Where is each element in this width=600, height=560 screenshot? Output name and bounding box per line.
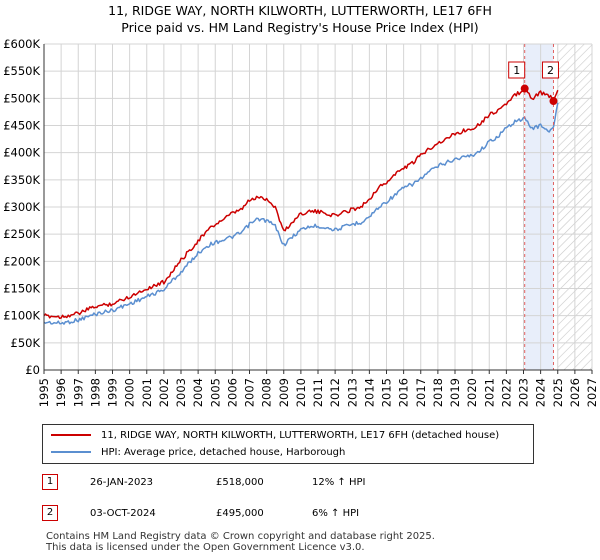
x-tick-label: 2011 — [311, 378, 325, 407]
x-tick-label: 2005 — [208, 378, 222, 407]
marker-badge-box-2 — [541, 61, 559, 79]
footer-line-2: This data is licensed under the Open Gov… — [46, 542, 365, 553]
y-tick-label: £150K — [3, 282, 40, 296]
y-tick-label: £450K — [3, 119, 40, 133]
y-tick-label: £550K — [3, 64, 40, 78]
y-tick-label: £100K — [3, 309, 40, 323]
x-tick-label: 2016 — [397, 378, 411, 407]
x-tick-label: 2024 — [534, 378, 548, 407]
marker-badge-label-1: 1 — [513, 64, 520, 77]
x-tick-label: 2012 — [328, 378, 342, 407]
y-tick-label: £250K — [3, 227, 40, 241]
x-tick-label: 2013 — [345, 378, 359, 407]
legend-label-property: 11, RIDGE WAY, NORTH KILWORTH, LUTTERWOR… — [101, 430, 500, 441]
transaction-date: 26-JAN-2023 — [90, 477, 154, 488]
transaction-price: £495,000 — [216, 508, 264, 519]
x-tick-label: 1999 — [106, 378, 120, 407]
y-tick-label: £0 — [25, 363, 40, 377]
x-tick-label: 1998 — [88, 378, 102, 407]
x-tick-label: 2022 — [499, 378, 513, 407]
x-tick-label: 2019 — [448, 378, 462, 407]
legend-label-hpi: HPI: Average price, detached house, Harb… — [101, 447, 346, 458]
transaction-badge: 2 — [42, 505, 58, 521]
x-tick-label: 1995 — [37, 378, 51, 407]
y-tick-label: £350K — [3, 173, 40, 187]
y-tick-label: £500K — [3, 91, 40, 105]
x-tick-label: 2009 — [277, 378, 291, 407]
x-tick-label: 2017 — [414, 378, 428, 407]
legend-item-hpi: HPI: Average price, detached house, Harb… — [51, 445, 345, 461]
sale-point-2 — [549, 97, 558, 106]
y-tick-label: £200K — [3, 254, 40, 268]
marker-badge-label-2: 2 — [547, 64, 554, 77]
x-tick-label: 2010 — [294, 378, 308, 407]
legend-item-property: 11, RIDGE WAY, NORTH KILWORTH, LUTTERWOR… — [51, 428, 499, 444]
x-tick-label: 1997 — [71, 378, 85, 407]
y-tick-label: £50K — [11, 336, 41, 350]
chart-title: 11, RIDGE WAY, NORTH KILWORTH, LUTTERWOR… — [0, 2, 600, 36]
x-tick-label: 2015 — [380, 378, 394, 407]
x-tick-label: 2021 — [482, 378, 496, 407]
sale-point-1 — [520, 84, 529, 93]
x-tick-label: 2007 — [243, 378, 257, 407]
title-line-1: 11, RIDGE WAY, NORTH KILWORTH, LUTTERWOR… — [108, 3, 492, 18]
x-tick-label: 2020 — [465, 378, 479, 407]
footer-attribution: Contains HM Land Registry data © Crown c… — [46, 531, 435, 553]
chart-legend: 11, RIDGE WAY, NORTH KILWORTH, LUTTERWOR… — [42, 424, 534, 464]
x-tick-label: 1996 — [54, 378, 68, 407]
transaction-hpi-diff: 6% ↑ HPI — [312, 508, 360, 519]
y-tick-label: £400K — [3, 146, 40, 160]
x-tick-label: 2008 — [260, 378, 274, 407]
x-tick-label: 2000 — [123, 378, 137, 407]
footer-line-1: Contains HM Land Registry data © Crown c… — [46, 531, 435, 542]
x-tick-label: 2004 — [191, 378, 205, 407]
property-price-line — [43, 87, 559, 320]
transaction-price: £518,000 — [216, 477, 264, 488]
y-tick-label: £600K — [3, 37, 40, 51]
x-tick-label: 2003 — [174, 378, 188, 407]
x-tick-label: 2001 — [140, 378, 154, 407]
transaction-badge: 1 — [42, 474, 58, 490]
x-tick-label: 2023 — [517, 378, 531, 407]
transaction-date: 03-OCT-2024 — [90, 508, 156, 519]
x-tick-label: 2027 — [585, 378, 599, 407]
x-tick-label: 2025 — [551, 378, 565, 407]
price-chart: 1 2 £0 £50K £100K £150K £200K £250K £300K £350K £… — [3, 37, 599, 407]
x-tick-label: 2006 — [225, 378, 239, 407]
marker-badge-box-1 — [508, 61, 526, 79]
legend-swatch-property — [51, 434, 91, 436]
transaction-hpi-diff: 12% ↑ HPI — [312, 477, 366, 488]
legend-swatch-hpi — [51, 451, 91, 453]
x-tick-label: 2014 — [362, 378, 376, 407]
x-tick-label: 2026 — [568, 378, 582, 407]
title-line-2: Price paid vs. HM Land Registry's House … — [121, 20, 479, 35]
y-tick-label: £300K — [3, 200, 40, 214]
x-tick-label: 2002 — [157, 378, 171, 407]
x-tick-label: 2018 — [431, 378, 445, 407]
hpi-line — [43, 102, 559, 325]
